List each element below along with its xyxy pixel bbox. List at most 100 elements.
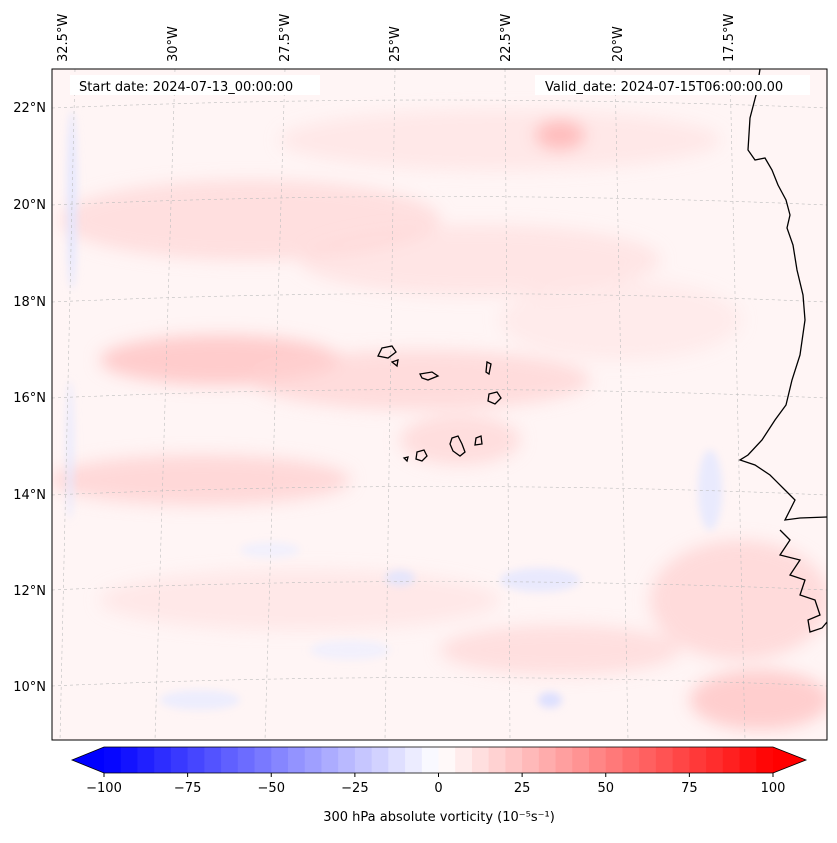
longitude-labels: 32.5°W 30°W 27.5°W 25°W 22.5°W 20°W 17.5… xyxy=(56,14,737,62)
island-santiago xyxy=(449,435,466,457)
meridian-line xyxy=(59,69,76,740)
colorbar-ticks: −100 −75 −50 −25 0 25 50 75 100 xyxy=(86,773,785,796)
lon-label: 22.5°W xyxy=(499,14,514,62)
colorbar-segment xyxy=(488,747,506,773)
colorbar-segment xyxy=(756,747,774,773)
colorbar-segment xyxy=(204,747,222,773)
colorbar-low-extension xyxy=(72,747,104,773)
colorbar-segment xyxy=(170,747,189,773)
meridian-line xyxy=(384,69,396,740)
lat-label: 20°N xyxy=(13,198,46,213)
cbar-tick-label: 100 xyxy=(761,781,786,796)
lon-label: 30°W xyxy=(166,26,181,62)
colorbar-segment xyxy=(589,747,607,773)
lon-label: 32.5°W xyxy=(56,14,71,62)
start-date-box xyxy=(70,75,320,95)
cbar-tick-label: 0 xyxy=(434,781,442,796)
colorbar-segment xyxy=(304,747,322,773)
colorbar: −100 −75 −50 −25 0 25 50 75 100 300 hPa … xyxy=(70,746,808,825)
island-brava xyxy=(402,456,409,463)
graticule xyxy=(52,69,827,740)
island-santo-antao xyxy=(377,345,397,359)
map-panel: Start date: 2024-07-13_00:00:00 Valid_da… xyxy=(51,68,828,741)
cbar-tick-label: 75 xyxy=(681,781,698,796)
lon-label: 17.5°W xyxy=(722,14,737,62)
colorbar-segment xyxy=(187,747,205,773)
colorbar-segment xyxy=(471,747,490,773)
colorbar-segment xyxy=(287,747,306,773)
parallel-line xyxy=(52,293,827,303)
colorbar-segment xyxy=(672,747,690,773)
colorbar-segment xyxy=(622,747,640,773)
cbar-tick-label: −25 xyxy=(341,781,368,796)
guinea-coastline xyxy=(778,529,827,633)
colorbar-segment xyxy=(354,747,373,773)
parallel-line xyxy=(52,389,827,399)
cbar-tick-label: 25 xyxy=(514,781,531,796)
meridian-line xyxy=(614,69,629,740)
parallel-line xyxy=(52,196,827,206)
cbar-tick-label: 50 xyxy=(597,781,614,796)
cbar-tick-label: −100 xyxy=(86,781,122,796)
coastlines xyxy=(377,69,827,633)
island-sao-nicolau xyxy=(419,371,440,381)
island-maio xyxy=(474,435,483,446)
lat-label: 14°N xyxy=(13,488,46,503)
lat-label: 10°N xyxy=(13,680,46,695)
colorbar-segment xyxy=(706,747,724,773)
island-sao-vicente xyxy=(390,359,399,368)
colorbar-segment xyxy=(555,747,573,773)
colorbar-segment xyxy=(538,747,557,773)
start-date-label: Start date: 2024-07-13_00:00:00 xyxy=(79,80,293,95)
lat-label: 22°N xyxy=(13,101,46,116)
colorbar-segment xyxy=(137,747,155,773)
colorbar-segment xyxy=(338,747,356,773)
meridian-line xyxy=(504,69,511,740)
lon-label: 27.5°W xyxy=(278,14,293,62)
lat-label: 16°N xyxy=(13,391,46,406)
lon-label: 25°W xyxy=(388,26,403,62)
lat-label: 18°N xyxy=(13,295,46,310)
parallel-line xyxy=(52,581,827,591)
colorbar-segments xyxy=(104,747,774,773)
colorbar-segment xyxy=(572,747,590,773)
colorbar-segment xyxy=(438,747,456,773)
colorbar-segment xyxy=(421,747,439,773)
colorbar-segment xyxy=(689,747,707,773)
valid-date-label: Valid_date: 2024-07-15T06:00:00.00 xyxy=(545,80,783,95)
colorbar-segment xyxy=(271,747,289,773)
colorbar-segment xyxy=(655,747,674,773)
colorbar-segment xyxy=(505,747,523,773)
africa-coastline xyxy=(738,69,827,521)
colorbar-segment xyxy=(739,747,757,773)
lat-label: 12°N xyxy=(13,584,46,599)
valid-date-box xyxy=(535,75,810,95)
meridian-line xyxy=(729,69,746,740)
island-fogo xyxy=(415,449,428,462)
parallel-line xyxy=(52,486,827,496)
colorbar-segment xyxy=(120,747,138,773)
colorbar-segment xyxy=(639,747,657,773)
colorbar-segment xyxy=(388,747,406,773)
vorticity-field xyxy=(52,110,827,730)
colorbar-segment xyxy=(371,747,389,773)
meridian-line xyxy=(264,69,286,740)
colorbar-segment xyxy=(522,747,540,773)
cbar-tick-label: −50 xyxy=(258,781,285,796)
map-frame xyxy=(51,68,828,741)
colorbar-label: 300 hPa absolute vorticity (10⁻⁵s⁻¹) xyxy=(323,810,555,825)
colorbar-segment xyxy=(455,747,473,773)
colorbar-segment xyxy=(104,747,122,773)
colorbar-segment xyxy=(237,747,256,773)
colorbar-high-extension xyxy=(773,747,806,773)
colorbar-segment xyxy=(154,747,172,773)
lon-label: 20°W xyxy=(611,26,626,62)
colorbar-segment xyxy=(605,747,623,773)
island-sal xyxy=(485,360,492,376)
colorbar-segment xyxy=(221,747,239,773)
parallel-line xyxy=(52,677,827,687)
colorbar-segment xyxy=(405,747,423,773)
colorbar-segment xyxy=(722,747,741,773)
latitude-labels: 22°N 20°N 18°N 16°N 14°N 12°N 10°N xyxy=(13,101,46,695)
